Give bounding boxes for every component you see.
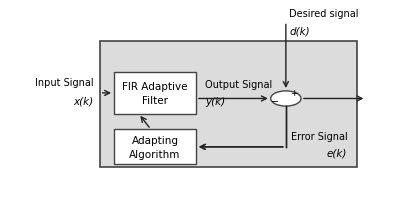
Text: FIR Adaptive: FIR Adaptive	[122, 82, 188, 92]
Text: e(k): e(k)	[327, 149, 348, 159]
Bar	[100, 41, 357, 167]
Text: +: +	[290, 89, 297, 98]
Text: Algorithm: Algorithm	[129, 150, 181, 160]
Text: Filter: Filter	[142, 96, 168, 106]
Text: −: −	[271, 97, 279, 107]
Text: y(k): y(k)	[206, 97, 225, 108]
Bar	[114, 72, 196, 114]
Text: Error Signal: Error Signal	[291, 132, 348, 142]
Text: d(k): d(k)	[289, 26, 310, 36]
Text: Adapting: Adapting	[131, 136, 178, 145]
Text: Input Signal: Input Signal	[35, 78, 94, 88]
Text: Desired signal: Desired signal	[289, 9, 359, 19]
Circle shape	[271, 91, 301, 106]
Bar	[114, 129, 196, 164]
Text: x(k): x(k)	[73, 97, 94, 107]
Text: Output Signal: Output Signal	[206, 80, 273, 90]
